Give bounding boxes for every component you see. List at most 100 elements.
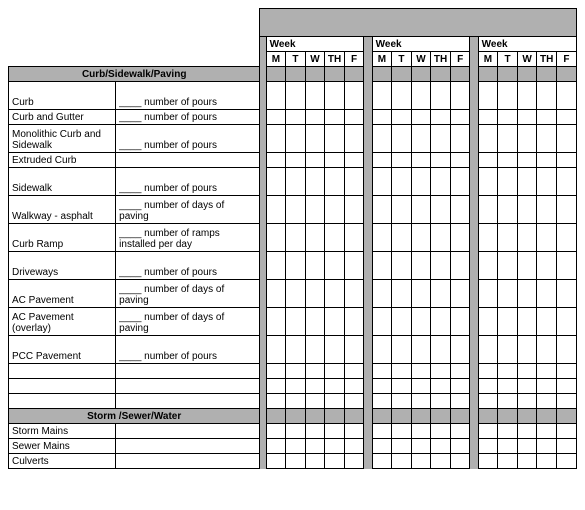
grid-cell[interactable] bbox=[537, 110, 557, 125]
grid-cell[interactable] bbox=[266, 424, 286, 439]
grid-cell[interactable] bbox=[498, 454, 518, 469]
grid-cell[interactable] bbox=[478, 153, 498, 168]
grid-cell[interactable] bbox=[286, 439, 306, 454]
grid-cell[interactable] bbox=[305, 394, 325, 409]
grid-cell[interactable] bbox=[450, 439, 470, 454]
grid-cell[interactable] bbox=[431, 82, 451, 110]
grid-cell[interactable] bbox=[325, 336, 345, 364]
grid-cell[interactable] bbox=[305, 439, 325, 454]
grid-cell[interactable] bbox=[286, 110, 306, 125]
grid-cell[interactable] bbox=[392, 454, 412, 469]
grid-cell[interactable] bbox=[344, 439, 364, 454]
grid-cell[interactable] bbox=[411, 224, 431, 252]
grid-cell[interactable] bbox=[517, 82, 537, 110]
grid-cell[interactable] bbox=[431, 110, 451, 125]
grid-cell[interactable] bbox=[286, 394, 306, 409]
grid-cell[interactable] bbox=[450, 454, 470, 469]
grid-cell[interactable] bbox=[498, 379, 518, 394]
grid-cell[interactable] bbox=[392, 224, 412, 252]
grid-cell[interactable] bbox=[344, 110, 364, 125]
grid-cell[interactable] bbox=[305, 454, 325, 469]
grid-cell[interactable] bbox=[517, 364, 537, 379]
grid-cell[interactable] bbox=[305, 153, 325, 168]
grid-cell[interactable] bbox=[325, 82, 345, 110]
grid-cell[interactable] bbox=[392, 153, 412, 168]
grid-cell[interactable] bbox=[517, 168, 537, 196]
grid-cell[interactable] bbox=[286, 82, 306, 110]
grid-cell[interactable] bbox=[431, 379, 451, 394]
grid-cell[interactable] bbox=[556, 168, 576, 196]
grid-cell[interactable] bbox=[537, 196, 557, 224]
grid-cell[interactable] bbox=[450, 252, 470, 280]
grid-cell[interactable] bbox=[556, 308, 576, 336]
grid-cell[interactable] bbox=[537, 379, 557, 394]
grid-cell[interactable] bbox=[305, 224, 325, 252]
grid-cell[interactable] bbox=[537, 308, 557, 336]
grid-cell[interactable] bbox=[478, 336, 498, 364]
grid-cell[interactable] bbox=[392, 252, 412, 280]
grid-cell[interactable] bbox=[325, 168, 345, 196]
grid-cell[interactable] bbox=[537, 224, 557, 252]
grid-cell[interactable] bbox=[372, 454, 392, 469]
grid-cell[interactable] bbox=[498, 280, 518, 308]
grid-cell[interactable] bbox=[517, 280, 537, 308]
grid-cell[interactable] bbox=[517, 336, 537, 364]
grid-cell[interactable] bbox=[411, 168, 431, 196]
grid-cell[interactable] bbox=[392, 308, 412, 336]
grid-cell[interactable] bbox=[305, 168, 325, 196]
grid-cell[interactable] bbox=[450, 224, 470, 252]
grid-cell[interactable] bbox=[305, 196, 325, 224]
grid-cell[interactable] bbox=[537, 364, 557, 379]
grid-cell[interactable] bbox=[411, 364, 431, 379]
grid-cell[interactable] bbox=[344, 280, 364, 308]
grid-cell[interactable] bbox=[372, 308, 392, 336]
grid-cell[interactable] bbox=[372, 336, 392, 364]
grid-cell[interactable] bbox=[478, 252, 498, 280]
grid-cell[interactable] bbox=[517, 308, 537, 336]
grid-cell[interactable] bbox=[537, 82, 557, 110]
grid-cell[interactable] bbox=[450, 110, 470, 125]
grid-cell[interactable] bbox=[556, 364, 576, 379]
grid-cell[interactable] bbox=[266, 308, 286, 336]
grid-cell[interactable] bbox=[286, 280, 306, 308]
grid-cell[interactable] bbox=[325, 454, 345, 469]
grid-cell[interactable] bbox=[286, 168, 306, 196]
grid-cell[interactable] bbox=[478, 125, 498, 153]
grid-cell[interactable] bbox=[411, 308, 431, 336]
grid-cell[interactable] bbox=[266, 252, 286, 280]
grid-cell[interactable] bbox=[431, 125, 451, 153]
grid-cell[interactable] bbox=[305, 82, 325, 110]
grid-cell[interactable] bbox=[325, 424, 345, 439]
grid-cell[interactable] bbox=[325, 153, 345, 168]
grid-cell[interactable] bbox=[537, 439, 557, 454]
grid-cell[interactable] bbox=[266, 364, 286, 379]
grid-cell[interactable] bbox=[517, 379, 537, 394]
grid-cell[interactable] bbox=[517, 394, 537, 409]
grid-cell[interactable] bbox=[498, 168, 518, 196]
grid-cell[interactable] bbox=[450, 168, 470, 196]
grid-cell[interactable] bbox=[286, 454, 306, 469]
grid-cell[interactable] bbox=[431, 168, 451, 196]
grid-cell[interactable] bbox=[286, 125, 306, 153]
grid-cell[interactable] bbox=[431, 454, 451, 469]
grid-cell[interactable] bbox=[431, 153, 451, 168]
grid-cell[interactable] bbox=[344, 196, 364, 224]
grid-cell[interactable] bbox=[431, 394, 451, 409]
grid-cell[interactable] bbox=[325, 224, 345, 252]
grid-cell[interactable] bbox=[305, 336, 325, 364]
grid-cell[interactable] bbox=[498, 125, 518, 153]
grid-cell[interactable] bbox=[450, 394, 470, 409]
grid-cell[interactable] bbox=[537, 252, 557, 280]
grid-cell[interactable] bbox=[325, 110, 345, 125]
grid-cell[interactable] bbox=[392, 424, 412, 439]
grid-cell[interactable] bbox=[392, 168, 412, 196]
grid-cell[interactable] bbox=[556, 125, 576, 153]
grid-cell[interactable] bbox=[556, 336, 576, 364]
grid-cell[interactable] bbox=[411, 439, 431, 454]
grid-cell[interactable] bbox=[372, 379, 392, 394]
grid-cell[interactable] bbox=[411, 394, 431, 409]
grid-cell[interactable] bbox=[478, 454, 498, 469]
grid-cell[interactable] bbox=[556, 379, 576, 394]
grid-cell[interactable] bbox=[517, 424, 537, 439]
grid-cell[interactable] bbox=[517, 224, 537, 252]
